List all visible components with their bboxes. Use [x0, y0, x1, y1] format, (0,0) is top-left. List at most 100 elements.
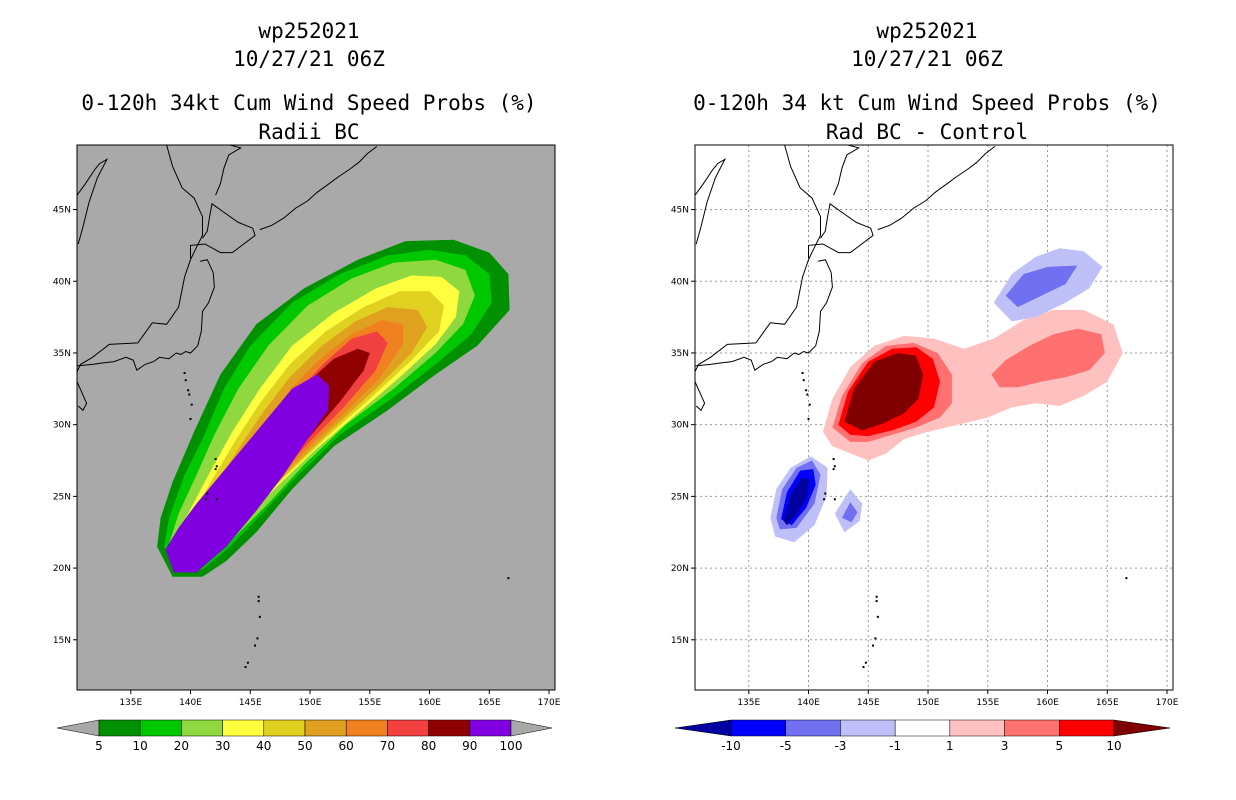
y-tick-label: 15N	[671, 636, 689, 646]
island-marker	[254, 644, 257, 647]
colorbar-label: 20	[174, 739, 189, 753]
colorbar-label: 5	[1055, 739, 1063, 753]
island-marker	[246, 661, 249, 664]
chart-title: 0-120h 34kt Cum Wind Speed Probs (%)	[81, 91, 537, 115]
y-tick-label: 30N	[671, 421, 689, 431]
colorbar-swatch	[894, 719, 951, 737]
island-marker	[805, 389, 808, 392]
coastline	[877, 146, 996, 231]
datetime-title: 10/27/21 06Z	[233, 47, 385, 71]
x-tick-label: 135E	[737, 698, 760, 708]
island-marker	[215, 498, 218, 501]
contour-10pct	[844, 353, 924, 431]
coastline	[77, 157, 109, 245]
x-tick-label: 165E	[1096, 698, 1119, 708]
coastline	[77, 145, 203, 372]
island-marker	[862, 666, 865, 669]
island-marker	[833, 465, 836, 468]
coastline	[695, 381, 706, 412]
storm-id-title: wp252021	[258, 19, 360, 43]
chart-title: 0-120h 34 kt Cum Wind Speed Probs (%)	[693, 91, 1161, 115]
colorbar-label: -3	[834, 739, 846, 753]
colorbar-label: 60	[339, 739, 354, 753]
island-marker	[807, 417, 810, 420]
colorbar-swatch	[1004, 719, 1060, 737]
coastline	[190, 202, 256, 259]
y-tick-label: 30N	[53, 421, 71, 431]
island-marker	[258, 615, 261, 618]
island-marker	[833, 498, 836, 501]
coastline	[215, 145, 242, 196]
colorbar-swatch	[263, 719, 306, 737]
colorbar-label: -5	[780, 739, 792, 753]
island-marker	[256, 637, 259, 640]
island-marker	[872, 644, 875, 647]
coastline	[77, 259, 215, 371]
x-tick-label: 140E	[797, 698, 820, 708]
island-marker	[189, 417, 192, 420]
x-tick-label: 170E	[538, 698, 561, 708]
chart-subtitle: Radii BC	[258, 120, 360, 144]
x-tick-label: 160E	[1036, 698, 1059, 708]
x-tick-label: 135E	[119, 698, 142, 708]
colorbar-swatch	[1059, 719, 1115, 737]
island-marker	[824, 492, 827, 495]
colorbar-swatch	[345, 719, 388, 737]
island-marker	[832, 468, 835, 471]
island-marker	[184, 379, 187, 382]
y-tick-label: 25N	[671, 492, 689, 502]
x-tick-label: 140E	[179, 698, 202, 708]
colorbar-end-low	[674, 719, 732, 737]
colorbar-label: 70	[380, 739, 395, 753]
island-marker	[1125, 577, 1128, 580]
y-tick-label: 20N	[53, 564, 71, 574]
colorbar-swatch	[387, 719, 429, 737]
colorbar-end-low	[56, 719, 100, 737]
colorbar-label: 80	[421, 739, 436, 753]
colorbar-swatch	[469, 719, 512, 737]
colorbar-swatch	[139, 719, 182, 737]
colorbar-label: 40	[256, 739, 271, 753]
colorbar-label: 3	[1001, 739, 1009, 753]
colorbar-swatch	[181, 719, 223, 737]
plot-frame	[76, 144, 556, 691]
y-tick-label: 40N	[671, 277, 689, 287]
colorbar-swatch	[949, 719, 1005, 737]
coastline	[77, 381, 88, 412]
colorbar-label: 1	[946, 739, 954, 753]
colorbar-swatch	[304, 719, 347, 737]
island-marker	[205, 498, 208, 501]
x-tick-label: 165E	[478, 698, 501, 708]
contour-3pct	[991, 328, 1105, 388]
colorbar-label: -1	[889, 739, 901, 753]
colorbar-swatch	[730, 719, 786, 737]
x-tick-label: 155E	[358, 698, 381, 708]
island-marker	[188, 393, 191, 396]
colorbar-swatch	[428, 719, 471, 737]
y-tick-label: 35N	[53, 349, 71, 359]
contour-neg3pct	[1005, 265, 1078, 308]
island-marker	[187, 389, 190, 392]
coastline	[695, 259, 833, 371]
island-marker	[507, 577, 510, 580]
island-marker	[875, 595, 878, 598]
coastline	[695, 157, 727, 245]
x-tick-label: 145E	[239, 698, 262, 708]
contour-neg3pct	[842, 502, 858, 523]
y-tick-label: 25N	[53, 492, 71, 502]
y-tick-label: 45N	[53, 206, 71, 216]
island-marker	[215, 465, 218, 468]
colorbar-label: 10	[133, 739, 148, 753]
coastline	[833, 145, 860, 196]
contour-neg10pct	[783, 477, 810, 526]
difference-map-chart: 135E 140E 145E 150E 155E 160E 165E 170E 15N 20N 25…	[671, 144, 1179, 753]
probability-map-chart: 135E 140E 145E 150E 155E 160E 165E 170E 15N 20N 25…	[53, 144, 561, 753]
plot-frame	[694, 144, 1174, 691]
island-marker	[808, 403, 811, 406]
colorbar-label: -10	[721, 739, 741, 753]
island-marker	[206, 492, 209, 495]
coastline	[808, 202, 874, 259]
coastline	[259, 146, 378, 231]
island-marker	[214, 468, 217, 471]
colorbar-swatch	[98, 719, 141, 737]
